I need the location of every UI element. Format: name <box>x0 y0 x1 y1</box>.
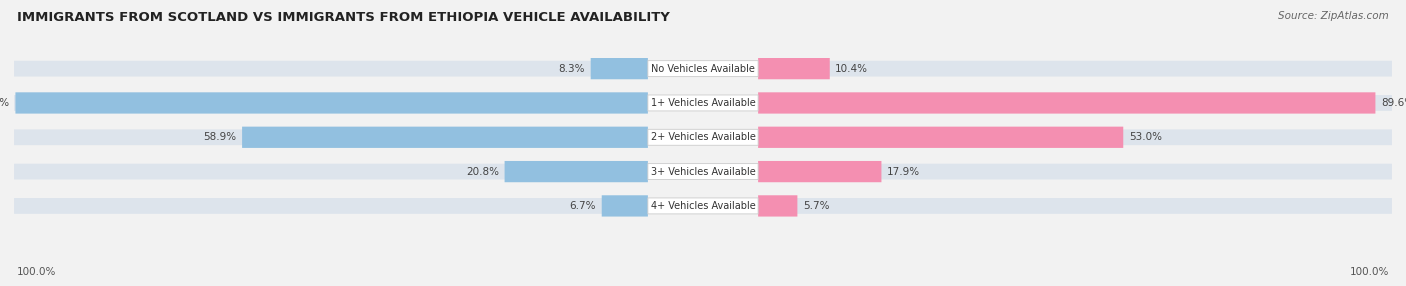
Text: 10.4%: 10.4% <box>835 64 869 74</box>
Text: 89.6%: 89.6% <box>1381 98 1406 108</box>
FancyBboxPatch shape <box>758 92 1375 114</box>
FancyBboxPatch shape <box>648 61 758 77</box>
FancyBboxPatch shape <box>648 129 758 145</box>
FancyBboxPatch shape <box>14 198 1392 214</box>
Text: 2+ Vehicles Available: 2+ Vehicles Available <box>651 132 755 142</box>
FancyBboxPatch shape <box>758 58 830 79</box>
FancyBboxPatch shape <box>591 58 648 79</box>
Text: 1+ Vehicles Available: 1+ Vehicles Available <box>651 98 755 108</box>
Text: IMMIGRANTS FROM SCOTLAND VS IMMIGRANTS FROM ETHIOPIA VEHICLE AVAILABILITY: IMMIGRANTS FROM SCOTLAND VS IMMIGRANTS F… <box>17 11 669 24</box>
FancyBboxPatch shape <box>14 129 1392 145</box>
Text: 91.8%: 91.8% <box>0 98 10 108</box>
Text: 4+ Vehicles Available: 4+ Vehicles Available <box>651 201 755 211</box>
Text: Source: ZipAtlas.com: Source: ZipAtlas.com <box>1278 11 1389 21</box>
FancyBboxPatch shape <box>648 164 758 180</box>
FancyBboxPatch shape <box>14 61 1392 77</box>
Text: 58.9%: 58.9% <box>204 132 236 142</box>
Text: 5.7%: 5.7% <box>803 201 830 211</box>
Text: 3+ Vehicles Available: 3+ Vehicles Available <box>651 167 755 176</box>
FancyBboxPatch shape <box>242 127 648 148</box>
FancyBboxPatch shape <box>758 127 1123 148</box>
FancyBboxPatch shape <box>15 92 648 114</box>
Text: 6.7%: 6.7% <box>569 201 596 211</box>
Text: 20.8%: 20.8% <box>465 167 499 176</box>
FancyBboxPatch shape <box>505 161 648 182</box>
Text: 100.0%: 100.0% <box>1350 267 1389 277</box>
Text: 100.0%: 100.0% <box>17 267 56 277</box>
FancyBboxPatch shape <box>14 164 1392 180</box>
Text: No Vehicles Available: No Vehicles Available <box>651 64 755 74</box>
Text: 53.0%: 53.0% <box>1129 132 1161 142</box>
FancyBboxPatch shape <box>648 95 758 111</box>
FancyBboxPatch shape <box>758 195 797 217</box>
FancyBboxPatch shape <box>648 198 758 214</box>
Text: 8.3%: 8.3% <box>558 64 585 74</box>
FancyBboxPatch shape <box>602 195 648 217</box>
Text: 17.9%: 17.9% <box>887 167 920 176</box>
FancyBboxPatch shape <box>14 95 1392 111</box>
FancyBboxPatch shape <box>758 161 882 182</box>
